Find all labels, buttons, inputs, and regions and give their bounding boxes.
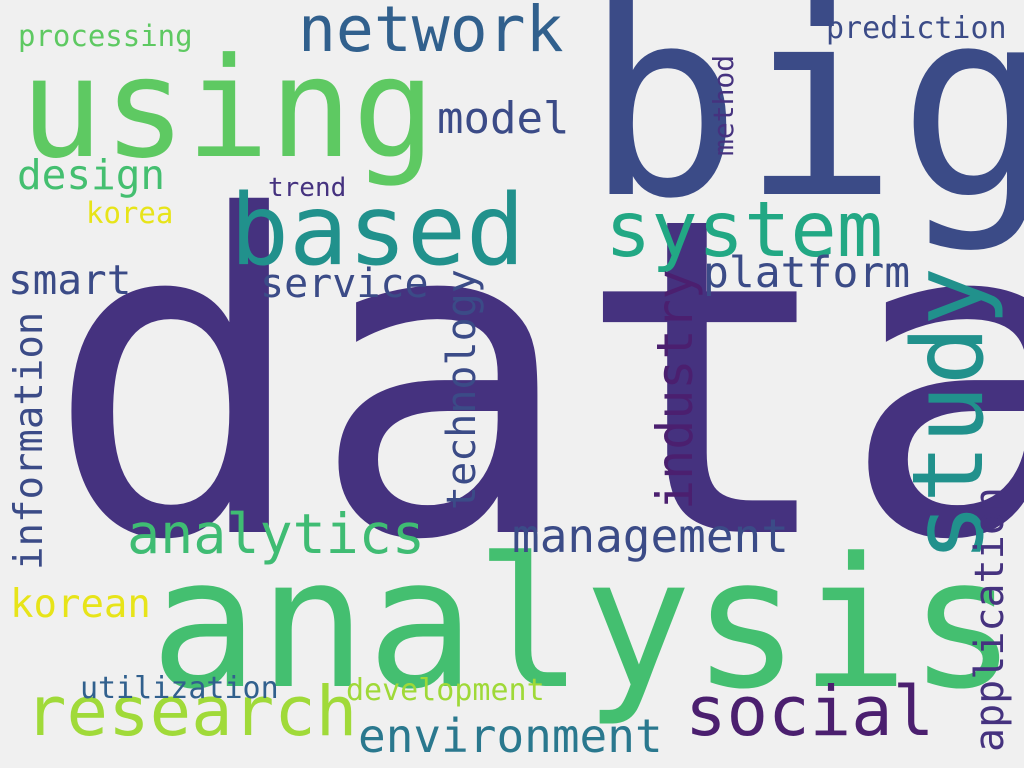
word-utilization: utilization — [80, 671, 279, 706]
word-prediction: prediction — [826, 11, 1007, 46]
word-korea: korea — [86, 196, 174, 230]
word-industry: industry — [646, 269, 704, 510]
word-service: service — [260, 261, 429, 307]
word-smart: smart — [8, 256, 132, 304]
word-social: social — [685, 672, 935, 752]
word-big: big — [585, 0, 1024, 256]
word-trend: trend — [268, 173, 347, 203]
word-information: information — [7, 311, 52, 570]
word-analytics: analytics — [127, 502, 426, 566]
word-analysis: analysis — [150, 520, 1017, 729]
word-method: method — [707, 54, 740, 156]
word-management: management — [512, 509, 789, 563]
word-processing: processing — [18, 19, 193, 53]
word-korean: korean — [10, 582, 151, 627]
word-system: system — [605, 186, 884, 275]
word-network: network — [298, 0, 564, 66]
word-platform: platform — [703, 248, 911, 298]
word-application: application — [967, 487, 1013, 752]
word-using: using — [20, 28, 436, 189]
word-research: research — [25, 672, 358, 752]
word-design: design — [17, 151, 166, 199]
word-environment: environment — [358, 709, 663, 763]
word-based: based — [230, 174, 526, 288]
word-data: data — [45, 124, 1024, 636]
word-technology: technology — [439, 269, 485, 510]
word-model: model — [437, 93, 570, 144]
word-development: development — [346, 673, 545, 708]
